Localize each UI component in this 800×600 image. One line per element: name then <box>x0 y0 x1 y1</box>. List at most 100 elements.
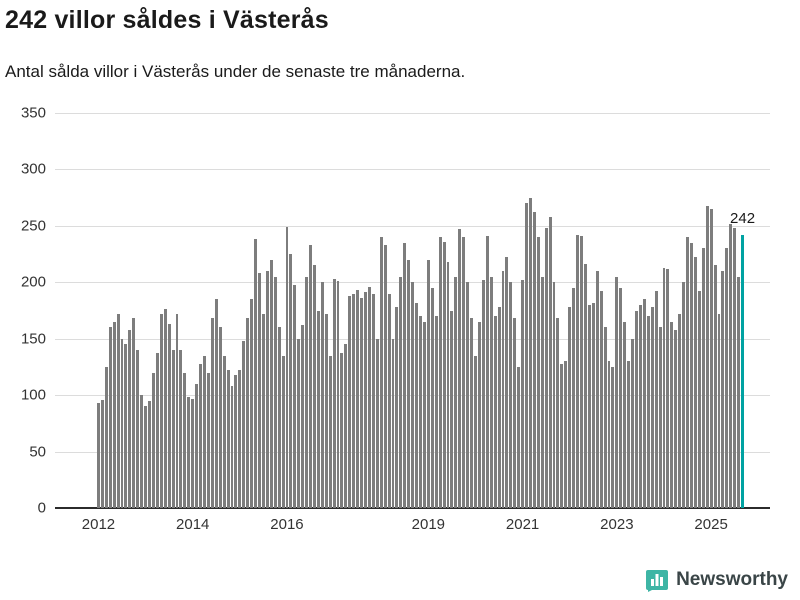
bar <box>646 316 650 508</box>
bar <box>187 397 191 508</box>
bar <box>631 338 635 508</box>
bar <box>729 223 733 508</box>
plot-area: 242 <box>55 113 770 509</box>
bar <box>489 276 493 508</box>
bar <box>104 366 108 508</box>
y-axis-label: 350 <box>20 104 46 122</box>
bar <box>328 355 332 508</box>
bar <box>580 236 583 508</box>
last-value-label: 242 <box>730 209 756 227</box>
bar <box>171 350 175 508</box>
bar <box>638 304 642 508</box>
bar <box>246 318 250 508</box>
bar <box>721 271 725 508</box>
bar <box>709 208 713 508</box>
bar <box>583 264 587 508</box>
bar <box>501 271 505 508</box>
bar <box>281 355 285 508</box>
bar <box>682 282 686 508</box>
bar <box>737 276 741 508</box>
bar <box>238 370 242 508</box>
x-axis-label: 2025 <box>694 516 728 533</box>
bar <box>340 353 344 508</box>
bar <box>316 310 320 508</box>
bar <box>289 254 293 508</box>
bar <box>183 372 187 508</box>
bar <box>395 307 399 508</box>
bar <box>587 304 591 508</box>
bar <box>332 278 336 508</box>
x-axis-label: 2014 <box>176 516 210 533</box>
bar <box>446 261 450 508</box>
bar <box>148 400 151 508</box>
bar <box>493 316 497 508</box>
bar <box>234 374 238 508</box>
bar <box>623 321 627 508</box>
bar <box>324 313 328 508</box>
bar <box>297 338 301 508</box>
bar <box>203 355 206 508</box>
bar <box>572 287 576 508</box>
bar <box>532 212 536 508</box>
bar <box>568 307 572 508</box>
bar <box>163 309 167 508</box>
bar <box>375 338 379 508</box>
bar <box>477 321 481 508</box>
bar <box>97 403 100 508</box>
bar <box>430 287 434 508</box>
bar <box>273 276 277 508</box>
bar <box>548 216 552 508</box>
bar <box>344 344 348 508</box>
bar <box>116 313 120 508</box>
x-axis: 2012 2014 2016 2019 2021 2023 2025 <box>55 516 770 538</box>
brand-link[interactable]: Newsworthy <box>645 568 788 592</box>
x-axis-label: 2012 <box>81 516 116 533</box>
bar <box>210 318 214 508</box>
bar <box>124 344 128 508</box>
bar <box>155 353 159 508</box>
bar <box>666 268 670 508</box>
bar <box>128 329 132 508</box>
chart-title: 242 villor såldes i Västerås <box>5 6 329 34</box>
bar <box>513 318 517 508</box>
bar <box>191 398 195 508</box>
bar <box>595 271 599 508</box>
bar <box>654 291 658 508</box>
bar <box>658 327 662 508</box>
bar <box>442 241 446 508</box>
y-axis-label: 150 <box>20 330 46 348</box>
x-axis-label: 2019 <box>411 516 446 533</box>
y-axis: 0 50 100 150 200 250 300 350 <box>0 105 46 517</box>
bar <box>159 313 163 508</box>
bar <box>261 313 265 508</box>
bar <box>599 291 603 508</box>
bar <box>701 248 705 508</box>
highlighted-bar <box>741 234 744 508</box>
bar <box>544 228 548 508</box>
bar <box>642 299 646 508</box>
bar <box>336 281 340 508</box>
newsworthy-logo-icon <box>645 568 669 592</box>
x-axis-baseline <box>55 507 770 509</box>
bar <box>462 237 466 508</box>
bar <box>725 248 729 508</box>
bar <box>576 234 580 508</box>
bar <box>371 293 375 508</box>
bar <box>536 237 540 508</box>
bar <box>422 321 426 508</box>
y-axis-label: 200 <box>20 273 46 291</box>
bar <box>627 361 631 508</box>
bar <box>407 259 411 508</box>
bar <box>717 313 721 508</box>
gridline <box>55 225 770 227</box>
bar <box>733 228 737 508</box>
bar <box>140 395 144 508</box>
bar <box>693 257 697 508</box>
bar <box>269 259 273 508</box>
bar <box>497 307 501 508</box>
bar <box>470 318 473 508</box>
bar <box>540 276 544 508</box>
bar <box>132 318 136 508</box>
bar <box>214 299 218 508</box>
bar <box>485 236 489 508</box>
